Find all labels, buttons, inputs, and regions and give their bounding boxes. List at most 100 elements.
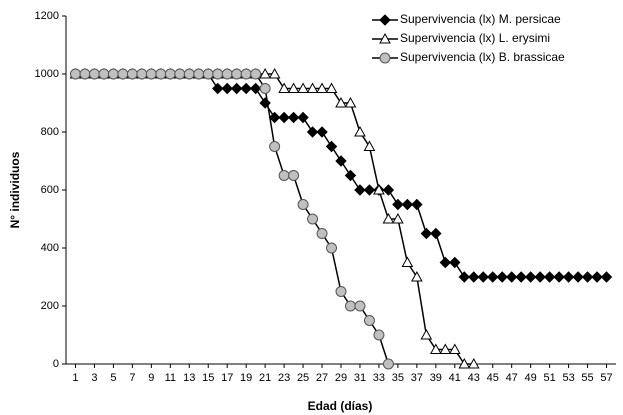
- data-point: [306, 126, 319, 138]
- data-point: [297, 111, 309, 124]
- legend-marker: [379, 14, 391, 26]
- data-point: [392, 198, 404, 211]
- y-tick-label: 600: [41, 184, 59, 196]
- data-point: [581, 271, 594, 283]
- data-point: [591, 271, 603, 283]
- series-line: [75, 73, 390, 365]
- data-point: [373, 183, 385, 195]
- data-point: [325, 140, 338, 153]
- data-point: [543, 271, 556, 283]
- data-point: [354, 184, 366, 196]
- x-tick-label: 1: [72, 372, 78, 384]
- x-tick-label: 23: [278, 372, 290, 384]
- data-point: [230, 82, 243, 95]
- data-point: [316, 82, 328, 93]
- x-tick-label: 43: [468, 372, 480, 384]
- data-point: [250, 68, 262, 80]
- y-tick-label: 200: [41, 300, 59, 312]
- x-tick-label: 45: [487, 372, 499, 384]
- data-point: [107, 68, 119, 80]
- data-point: [401, 256, 414, 267]
- data-point: [221, 82, 233, 95]
- data-point: [344, 300, 356, 312]
- data-point: [174, 68, 186, 80]
- data-point: [468, 271, 480, 283]
- x-axis-title: Edad (días): [308, 399, 373, 413]
- data-point: [467, 357, 480, 369]
- x-tick-label: 9: [148, 372, 154, 384]
- data-point: [145, 68, 157, 80]
- legend-label: Supervivencia (lx) M. persicae: [400, 12, 561, 26]
- data-point: [420, 227, 433, 240]
- x-tick-label: 19: [240, 372, 252, 384]
- x-tick-label: 37: [411, 372, 423, 384]
- data-point: [297, 82, 309, 93]
- legend-label: Supervivencia (lx) B. brassicae: [400, 50, 565, 64]
- x-tick-label: 49: [525, 372, 537, 384]
- data-point: [164, 68, 176, 80]
- y-tick-label: 0: [53, 358, 59, 370]
- data-point: [392, 212, 404, 224]
- data-point: [363, 315, 375, 326]
- data-point: [155, 68, 167, 80]
- data-point: [411, 270, 423, 282]
- x-tick-label: 33: [373, 372, 385, 384]
- data-point: [429, 343, 442, 354]
- data-point: [562, 271, 575, 283]
- x-tick-label: 53: [562, 372, 574, 384]
- data-point: [411, 198, 423, 211]
- data-point: [193, 68, 205, 80]
- data-point: [231, 68, 243, 80]
- data-point: [600, 271, 613, 283]
- data-point: [401, 198, 414, 211]
- y-tick-label: 400: [41, 242, 59, 254]
- data-point: [259, 97, 271, 109]
- legend: Supervivencia (lx) M. persicae Superviven…: [372, 12, 565, 64]
- data-point: [69, 68, 81, 80]
- x-tick-label: 39: [430, 372, 442, 384]
- data-point: [278, 170, 290, 181]
- data-point: [212, 68, 224, 80]
- data-point: [363, 140, 376, 151]
- data-point: [487, 271, 499, 283]
- data-point: [344, 169, 357, 182]
- data-point: [325, 82, 338, 93]
- data-point: [98, 68, 110, 80]
- data-point: [553, 271, 565, 283]
- data-point: [363, 184, 376, 196]
- y-tick-label: 800: [41, 126, 59, 138]
- x-tick-label: 5: [110, 372, 116, 384]
- legend-marker: [379, 32, 391, 44]
- data-point: [287, 111, 300, 124]
- x-tick-label: 3: [91, 372, 97, 384]
- data-point: [382, 212, 395, 224]
- data-point: [335, 96, 347, 108]
- data-point: [183, 68, 195, 80]
- data-point: [458, 271, 470, 283]
- data-point: [278, 82, 290, 93]
- data-point: [335, 155, 347, 167]
- data-point: [212, 82, 224, 95]
- data-point: [373, 329, 385, 341]
- x-tick-label: 47: [506, 372, 518, 384]
- data-point: [126, 68, 138, 80]
- x-tick-label: 15: [202, 372, 214, 384]
- data-point: [240, 68, 252, 80]
- x-tick-label: 57: [600, 372, 612, 384]
- legend-label: Supervivencia (lx) L. erysimi: [400, 31, 550, 45]
- data-point: [505, 271, 518, 283]
- data-point: [439, 256, 452, 269]
- data-point: [88, 68, 100, 80]
- data-point: [316, 126, 328, 138]
- legend-marker: [379, 52, 391, 64]
- data-point: [448, 343, 461, 354]
- data-point: [382, 358, 394, 370]
- data-point: [326, 242, 338, 254]
- data-point: [515, 271, 527, 283]
- y-tick-label: 1200: [35, 10, 59, 22]
- data-point: [269, 141, 281, 152]
- x-tick-label: 27: [316, 372, 328, 384]
- x-tick-label: 17: [221, 372, 233, 384]
- data-point: [572, 271, 584, 283]
